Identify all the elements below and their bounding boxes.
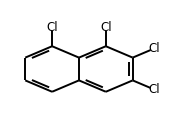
Text: Cl: Cl	[100, 21, 112, 34]
Text: Cl: Cl	[46, 21, 58, 34]
Text: Cl: Cl	[149, 83, 161, 96]
Text: Cl: Cl	[149, 42, 161, 55]
